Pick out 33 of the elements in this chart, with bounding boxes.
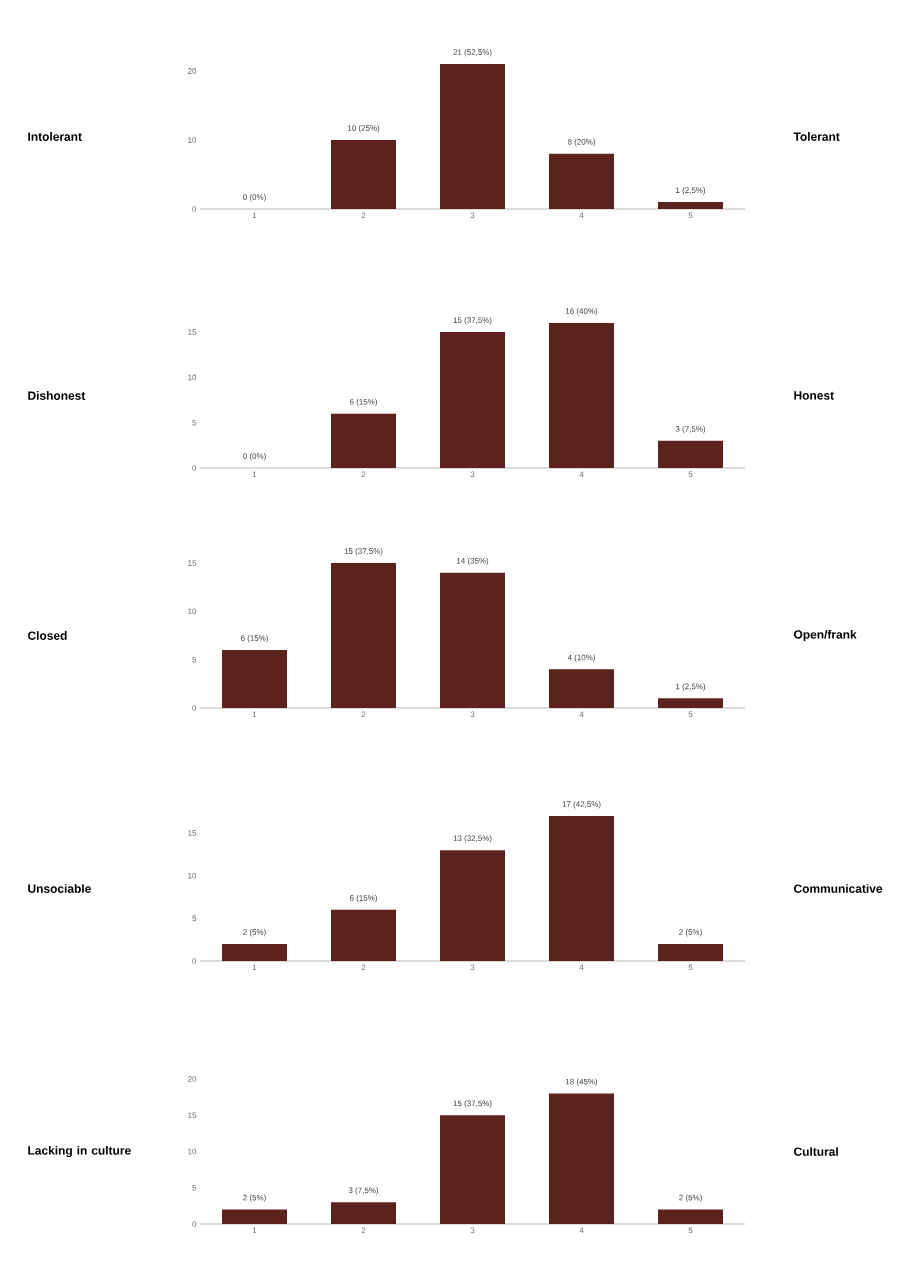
- bar: [549, 1093, 615, 1225]
- text: Honest: [794, 391, 834, 400]
- bar: [440, 1115, 505, 1225]
- bar: [658, 202, 724, 209]
- bar: [549, 669, 615, 709]
- bar: [549, 816, 615, 962]
- bar: [331, 909, 396, 962]
- bar: [440, 332, 505, 469]
- bar: [658, 943, 724, 962]
- bar: [222, 1209, 287, 1225]
- bar: [440, 64, 505, 209]
- bar: [331, 139, 396, 209]
- bar: [440, 572, 505, 709]
- bar: [658, 698, 724, 709]
- text: Tolerant: [793, 132, 840, 141]
- bar: [331, 413, 396, 469]
- text: Intolerant: [28, 132, 82, 141]
- text: Communicative: [794, 884, 883, 893]
- bar: [549, 153, 615, 209]
- bar: [222, 943, 287, 962]
- bar: [222, 650, 287, 709]
- bar: [658, 440, 724, 469]
- text: Cultural: [794, 1147, 838, 1156]
- bar: [658, 1209, 724, 1225]
- text: Closed: [28, 631, 67, 640]
- bar: [331, 563, 396, 709]
- text: Lacking in culture: [28, 1145, 131, 1158]
- text: Unsociable: [28, 884, 91, 893]
- bar: [331, 1202, 396, 1225]
- bar: [549, 323, 615, 469]
- text: Open/frank: [794, 629, 857, 642]
- text: Dishonest: [28, 391, 86, 400]
- bar: [440, 850, 505, 962]
